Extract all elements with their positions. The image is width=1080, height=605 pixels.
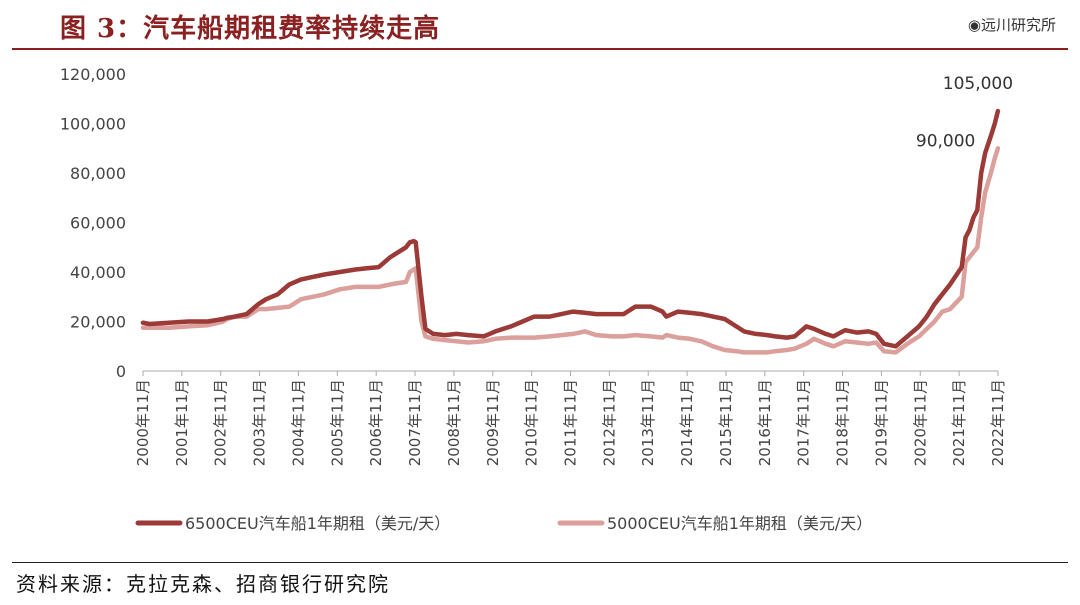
x-tick-label: 2001年11月 xyxy=(173,379,191,466)
x-tick-label: 2022年11月 xyxy=(989,379,1007,466)
line-chart: 020,00040,00060,00080,000100,000120,000 … xyxy=(60,65,1013,533)
source-note: 资料来源：克拉克森、招商银行研究院 xyxy=(16,572,390,596)
y-tick-label: 80,000 xyxy=(70,164,126,183)
legend-label: 5000CEU汽车船1年期租（美元/天） xyxy=(607,514,872,533)
chart-title: 图 3：汽车船期租费率持续走高 xyxy=(60,14,441,44)
x-tick-label: 2003年11月 xyxy=(251,379,269,466)
x-tick-label: 2020年11月 xyxy=(911,379,929,466)
y-tick-label: 20,000 xyxy=(70,313,126,332)
x-tick-label: 2009年11月 xyxy=(484,379,502,466)
legend-label: 6500CEU汽车船1年期租（美元/天） xyxy=(185,514,450,533)
y-tick-label: 60,000 xyxy=(70,214,126,233)
footer-divider xyxy=(12,562,1068,563)
annotation-layer: 105,000 90,000 xyxy=(916,74,1013,151)
y-tick-label: 0 xyxy=(116,362,126,381)
x-tick-label: 2012年11月 xyxy=(600,379,618,466)
data-label: 90,000 xyxy=(916,131,975,151)
x-tick-label: 2004年11月 xyxy=(289,379,307,466)
x-tick-label: 2018年11月 xyxy=(834,379,852,466)
y-tick-label: 40,000 xyxy=(70,263,126,282)
series-line-5000ceu xyxy=(140,146,1001,355)
x-tick-label: 2008年11月 xyxy=(445,379,463,466)
x-tick-label: 2011年11月 xyxy=(562,379,580,466)
x-tick-label: 2019年11月 xyxy=(872,379,890,466)
x-tick-label: 2021年11月 xyxy=(950,379,968,466)
brand-watermark: ◉远川研究所 xyxy=(967,16,1056,34)
x-tick-label: 2016年11月 xyxy=(756,379,774,466)
x-tick-label: 2005年11月 xyxy=(328,379,346,466)
x-tick-label: 2014年11月 xyxy=(678,379,696,466)
x-axis: 2000年11月 2001年11月 2002年11月 2003年11月 2004年11月… xyxy=(134,370,1007,466)
x-tick-label: 2007年11月 xyxy=(406,379,424,466)
x-tick-label: 2013年11月 xyxy=(639,379,657,466)
x-tick-label: 2006年11月 xyxy=(367,379,385,466)
series-layer xyxy=(140,108,1001,355)
x-tick-label: 2002年11月 xyxy=(212,379,230,466)
x-tick-label: 2017年11月 xyxy=(795,379,813,466)
x-tick-label: 2015年11月 xyxy=(717,379,735,466)
data-label: 105,000 xyxy=(943,74,1013,94)
y-tick-label: 120,000 xyxy=(60,65,126,84)
y-axis: 0 20,000 40,000 60,000 80,000 100,000 120,000 xyxy=(60,65,126,381)
y-tick-label: 100,000 xyxy=(60,115,126,134)
x-tick-label: 2010年11月 xyxy=(523,379,541,466)
series-line-6500ceu xyxy=(140,108,1001,349)
title-divider xyxy=(12,48,1068,50)
x-tick-label: 2000年11月 xyxy=(134,379,152,466)
legend: 6500CEU汽车船1年期租（美元/天） 5000CEU汽车船1年期租（美元/天） xyxy=(135,514,872,533)
